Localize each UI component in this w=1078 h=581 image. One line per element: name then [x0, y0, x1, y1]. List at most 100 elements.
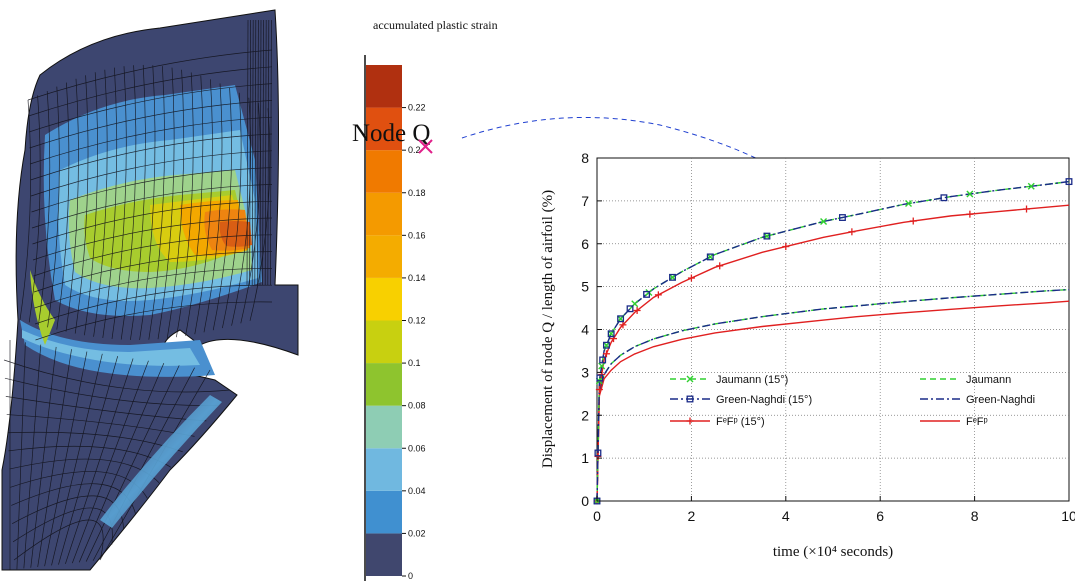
mesh-line: [30, 346, 57, 568]
data-point: [595, 386, 603, 394]
colorbar-tick-label: 0.12: [408, 316, 426, 326]
mesh-line: [102, 67, 118, 339]
mesh-line: [65, 358, 134, 564]
mesh-line: [120, 65, 137, 340]
colorbar-swatch: [366, 192, 402, 236]
data-point: [602, 350, 610, 358]
data-point: [643, 290, 651, 298]
y-tick-label: 3: [581, 364, 589, 380]
mesh-line: [264, 19, 267, 286]
data-point: [763, 232, 771, 240]
series-line: [596, 288, 1070, 502]
mesh-line: [85, 365, 180, 562]
x-tick-label: 6: [876, 508, 884, 524]
mesh-line: [139, 65, 156, 341]
data-point: [594, 449, 602, 457]
colorbar-swatch: [366, 490, 402, 534]
colorbar-swatch: [366, 363, 402, 406]
data-point: [1027, 182, 1035, 190]
mesh-line: [194, 79, 213, 335]
x-tick-label: 2: [688, 508, 696, 524]
colorbar-tick-label: 0: [408, 571, 413, 581]
plot-frame: [596, 157, 1070, 502]
y-tick-label: 4: [581, 322, 589, 338]
data-point: [838, 214, 846, 221]
mesh-strain-region: [22, 330, 200, 366]
legend-marker: [686, 375, 694, 383]
mesh-line: [3, 359, 231, 393]
data-point: [654, 291, 662, 299]
colorbar-tick-label: 0.22: [408, 103, 426, 113]
y-tick-label: 8: [581, 150, 589, 166]
mesh-line: [249, 19, 251, 286]
legend-label: Green-Naghdi (15°): [716, 394, 812, 406]
mesh-line: [44, 351, 88, 567]
data-point: [598, 362, 606, 370]
mesh-line: [58, 356, 119, 565]
mesh-line: [166, 69, 185, 339]
mesh-line: [32, 217, 273, 261]
colorbar-swatch: [366, 533, 402, 576]
data-point: [669, 273, 677, 281]
mesh-line: [246, 19, 249, 286]
data-point: [716, 262, 724, 270]
data-point: [706, 253, 714, 261]
mesh-line: [157, 67, 175, 340]
data-point: [633, 306, 641, 314]
mesh-line: [254, 19, 257, 286]
x-tick-label: 8: [971, 508, 979, 524]
mesh-line: [267, 19, 270, 286]
colorbar-tick-label: 0.1: [408, 358, 421, 368]
mesh-line: [262, 19, 264, 286]
mesh-line: [29, 116, 273, 165]
colorbar-tick-label: 0.06: [408, 443, 426, 453]
mesh-line: [34, 284, 273, 325]
mesh-line: [29, 100, 273, 149]
data-point: [706, 253, 714, 261]
colorbar-tick-label: 0.14: [408, 273, 426, 283]
colorbar-swatch: [366, 107, 402, 151]
mesh-line: [65, 78, 79, 332]
data-point: [617, 315, 625, 323]
mesh-line: [30, 150, 273, 197]
data-point: [602, 341, 610, 349]
data-point: [848, 228, 856, 236]
mesh-line: [23, 344, 42, 569]
colorbar-tick-label: 0.04: [408, 486, 426, 496]
mesh-line: [92, 367, 195, 561]
data-point: [1023, 205, 1031, 213]
legend-label: Jaumann (15°): [716, 374, 788, 386]
y-tick-label: 0: [581, 493, 589, 509]
mesh-line: [56, 82, 70, 330]
colorbar-tick-label: 0.08: [408, 401, 426, 411]
y-tick-label: 2: [581, 407, 589, 423]
colorbar-tick-label: 0.18: [408, 188, 426, 198]
data-point: [599, 356, 607, 364]
mesh-line: [93, 69, 108, 337]
mesh-line: [212, 87, 232, 331]
colorbar-swatch: [366, 405, 402, 449]
y-tick-label: 1: [581, 450, 589, 466]
mesh-line: [4, 377, 219, 406]
mesh-line: [51, 353, 103, 566]
mesh-line: [5, 396, 207, 422]
series-line: [596, 180, 1070, 502]
colorbar-tick-label: 0.16: [408, 230, 426, 240]
data-point: [626, 305, 634, 313]
legend-marker: [686, 417, 694, 425]
legend-label: FᵉFᵖ: [966, 416, 988, 428]
data-point: [820, 217, 828, 225]
colorbar-swatch: [366, 150, 402, 193]
mesh-line: [19, 99, 32, 321]
y-tick-label: 7: [581, 193, 589, 209]
y-tick-label: 6: [581, 236, 589, 252]
data-point: [763, 232, 771, 240]
mesh-line: [33, 251, 273, 293]
mesh-line: [31, 167, 273, 213]
mesh-line: [32, 200, 273, 245]
colorbar-tick-label: 0.02: [408, 528, 426, 538]
mesh-lower-band: [100, 395, 222, 528]
legend-label: FᵉFᵖ (15°): [716, 416, 765, 428]
data-point: [596, 374, 604, 382]
data-point: [966, 210, 974, 218]
